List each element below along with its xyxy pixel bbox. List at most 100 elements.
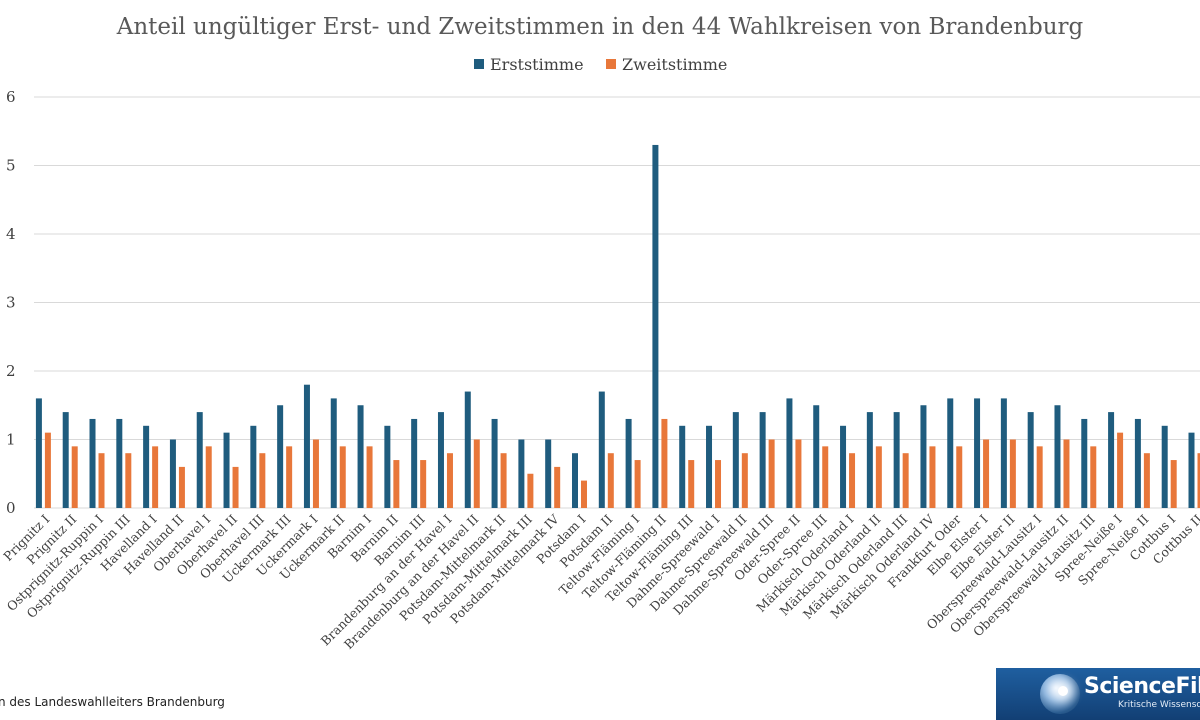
bar-erststimme-39 xyxy=(1054,405,1061,508)
bar-zweitstimme-23 xyxy=(634,460,641,508)
bar-erststimme-29 xyxy=(786,398,793,508)
bars xyxy=(35,144,1200,508)
bar-erststimme-25 xyxy=(679,425,686,508)
bar-erststimme-34 xyxy=(920,405,927,508)
logo-subtitle: Kritische Wissenschaft xyxy=(1118,700,1200,710)
legend: Erststimme Zweitstimme xyxy=(474,55,727,74)
bar-erststimme-32 xyxy=(866,412,873,508)
y-axis: 0 1 2 3 4 5 6 xyxy=(6,88,16,517)
bar-zweitstimme-25 xyxy=(688,460,695,508)
bar-erststimme-35 xyxy=(947,398,954,508)
bar-erststimme-4 xyxy=(116,418,123,508)
bar-zweitstimme-27 xyxy=(741,453,748,508)
bar-erststimme-2 xyxy=(62,412,69,508)
y-tick-label-6: 6 xyxy=(6,88,16,106)
bar-zweitstimme-24 xyxy=(661,418,668,508)
bar-erststimme-3 xyxy=(89,418,96,508)
bar-zweitstimme-32 xyxy=(875,446,882,508)
bar-zweitstimme-34 xyxy=(929,446,936,508)
bar-erststimme-12 xyxy=(330,398,337,508)
bar-zweitstimme-2 xyxy=(71,446,78,508)
source-note: n des Landeswahlleiters Brandenburg xyxy=(0,695,225,709)
bar-erststimme-22 xyxy=(598,391,605,508)
bar-erststimme-44 xyxy=(1188,432,1195,508)
bar-erststimme-41 xyxy=(1108,412,1115,508)
bar-zweitstimme-11 xyxy=(312,439,319,508)
bar-zweitstimme-26 xyxy=(715,460,722,508)
bar-erststimme-15 xyxy=(411,418,418,508)
bar-zweitstimme-6 xyxy=(178,466,185,508)
logo-title: ScienceFiles xyxy=(1084,674,1200,699)
bar-erststimme-1 xyxy=(35,398,42,508)
bar-erststimme-38 xyxy=(1027,412,1034,508)
bar-erststimme-20 xyxy=(545,439,552,508)
bar-erststimme-37 xyxy=(1000,398,1007,508)
bar-zweitstimme-5 xyxy=(152,446,159,508)
bar-erststimme-19 xyxy=(518,439,525,508)
bar-zweitstimme-17 xyxy=(473,439,480,508)
bar-erststimme-10 xyxy=(277,405,284,508)
bar-zweitstimme-1 xyxy=(44,432,51,508)
bar-erststimme-21 xyxy=(571,453,578,508)
bar-erststimme-6 xyxy=(169,439,176,508)
bar-zweitstimme-42 xyxy=(1143,453,1150,508)
bar-zweitstimme-33 xyxy=(902,453,909,508)
legend-swatch-zweitstimme xyxy=(606,59,616,69)
bar-zweitstimme-13 xyxy=(366,446,373,508)
bar-erststimme-26 xyxy=(706,425,713,508)
bar-erststimme-40 xyxy=(1081,418,1088,508)
bar-zweitstimme-41 xyxy=(1117,432,1124,508)
bar-zweitstimme-30 xyxy=(822,446,829,508)
bar-erststimme-33 xyxy=(893,412,900,508)
bar-zweitstimme-38 xyxy=(1036,446,1043,508)
bar-zweitstimme-14 xyxy=(393,460,400,508)
bar-erststimme-24 xyxy=(652,144,659,508)
bar-zweitstimme-7 xyxy=(205,446,212,508)
bar-erststimme-42 xyxy=(1134,418,1141,508)
bar-zweitstimme-29 xyxy=(795,439,802,508)
bar-zweitstimme-43 xyxy=(1170,460,1177,508)
bar-zweitstimme-31 xyxy=(849,453,856,508)
flare-icon xyxy=(1058,686,1068,696)
bar-zweitstimme-22 xyxy=(607,453,614,508)
y-tick-label-2: 2 xyxy=(6,362,16,380)
bar-zweitstimme-15 xyxy=(420,460,427,508)
bar-zweitstimme-8 xyxy=(232,466,239,508)
bar-erststimme-36 xyxy=(974,398,981,508)
bar-erststimme-14 xyxy=(384,425,391,508)
chart-title: Anteil ungültiger Erst- und Zweitstimmen… xyxy=(116,14,1084,40)
sciencefiles-logo: ScienceFiles Kritische Wissenschaft xyxy=(996,668,1200,720)
bar-zweitstimme-44 xyxy=(1197,453,1200,508)
bar-zweitstimme-36 xyxy=(983,439,990,508)
bar-zweitstimme-28 xyxy=(768,439,775,508)
bar-erststimme-43 xyxy=(1161,425,1168,508)
bar-zweitstimme-9 xyxy=(259,453,266,508)
bar-zweitstimme-20 xyxy=(554,466,561,508)
bar-zweitstimme-3 xyxy=(98,453,105,508)
y-tick-label-1: 1 xyxy=(6,431,16,449)
bar-erststimme-30 xyxy=(813,405,820,508)
bar-erststimme-13 xyxy=(357,405,364,508)
y-tick-label-3: 3 xyxy=(6,294,16,312)
bar-erststimme-31 xyxy=(840,425,847,508)
bar-erststimme-5 xyxy=(143,425,150,508)
bar-erststimme-8 xyxy=(223,432,230,508)
bar-zweitstimme-4 xyxy=(125,453,132,508)
bar-zweitstimme-39 xyxy=(1063,439,1070,508)
bar-zweitstimme-19 xyxy=(527,473,534,508)
bar-erststimme-17 xyxy=(464,391,471,508)
bar-erststimme-27 xyxy=(732,412,739,508)
bar-erststimme-18 xyxy=(491,418,498,508)
bar-zweitstimme-16 xyxy=(446,453,453,508)
bar-zweitstimme-12 xyxy=(339,446,346,508)
y-tick-label-5: 5 xyxy=(6,157,16,175)
legend-label-zweitstimme: Zweitstimme xyxy=(622,55,727,74)
bar-erststimme-16 xyxy=(437,412,444,508)
bar-erststimme-9 xyxy=(250,425,257,508)
bar-zweitstimme-18 xyxy=(500,453,507,508)
legend-swatch-erststimme xyxy=(474,59,484,69)
bar-erststimme-23 xyxy=(625,418,632,508)
bar-zweitstimme-21 xyxy=(580,480,587,508)
